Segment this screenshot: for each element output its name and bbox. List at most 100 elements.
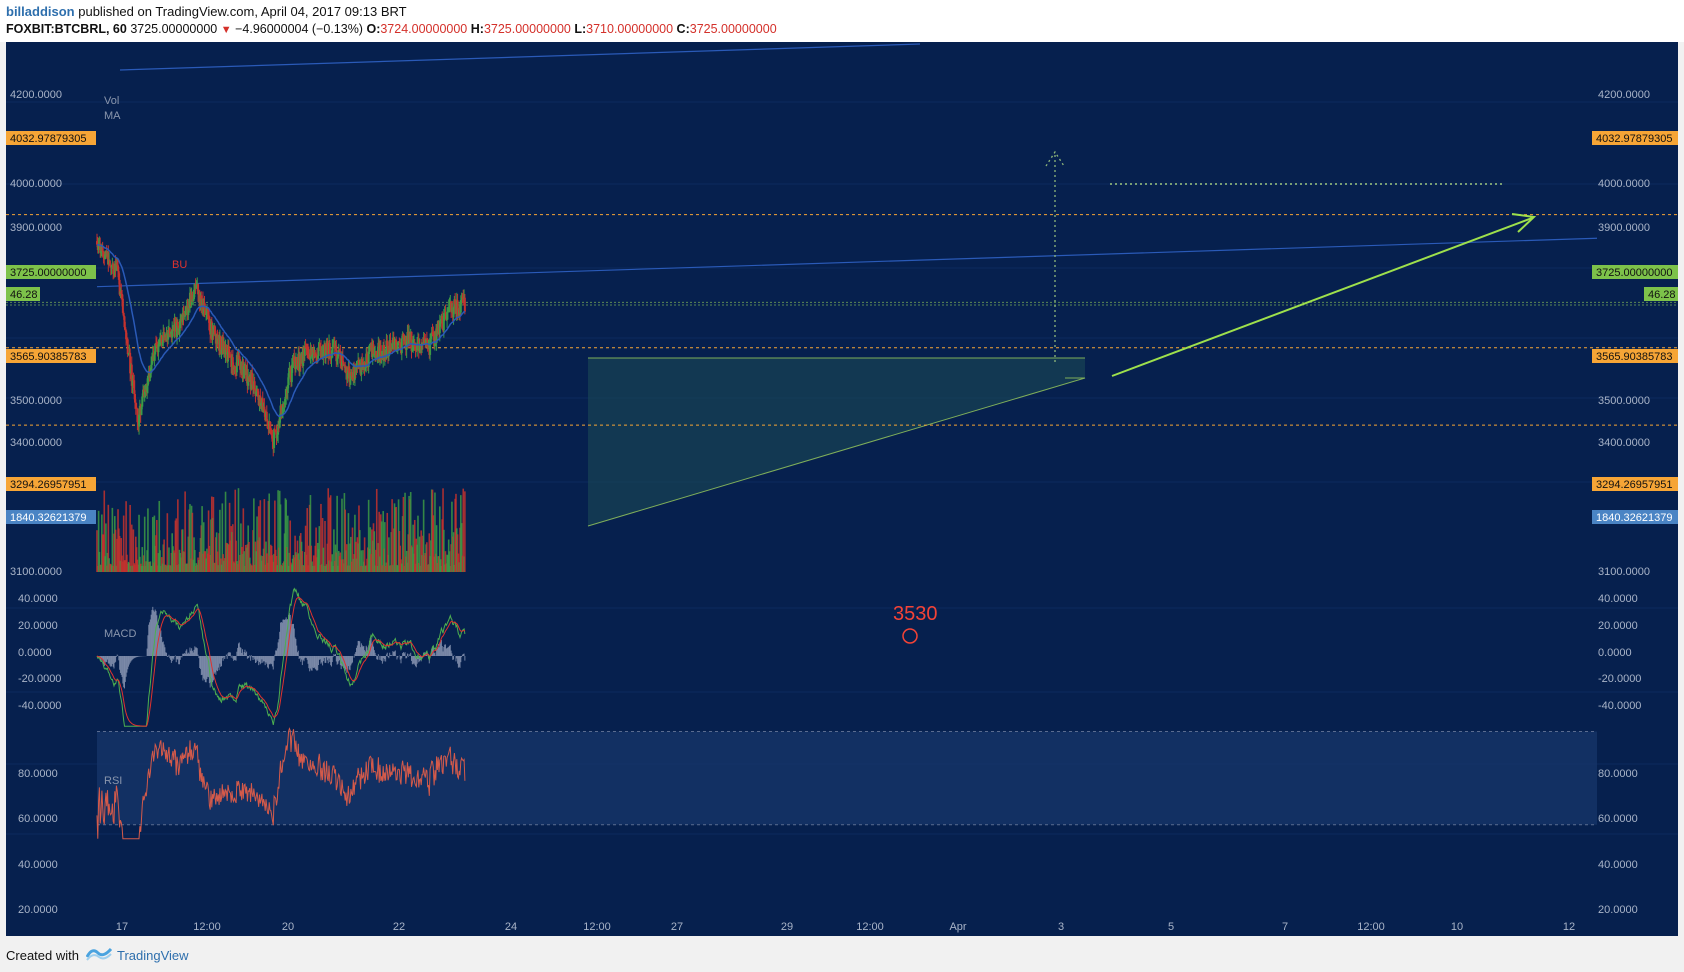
candle-body — [336, 353, 339, 359]
volume-bar — [167, 565, 169, 572]
volume-bar — [292, 555, 295, 572]
volume-bar — [260, 555, 262, 572]
volume-bar — [327, 488, 330, 572]
candle-body — [285, 390, 288, 397]
volume-bar — [191, 512, 194, 572]
volume-bar — [393, 503, 396, 572]
tradingview-logo-icon[interactable] — [86, 944, 112, 962]
candle-body — [399, 342, 402, 351]
candlesticks — [96, 233, 466, 457]
volume-bar — [136, 559, 139, 572]
candle-body — [255, 391, 258, 397]
volume-bar — [125, 501, 127, 572]
candle-body — [273, 429, 276, 431]
chart-canvas[interactable]: 3530 BU 4200.00004200.00004100.000000004… — [0, 42, 1684, 936]
volume-bar — [277, 490, 279, 572]
volume-bar — [429, 556, 431, 572]
candle-body — [349, 372, 352, 381]
volume-bar — [424, 553, 427, 572]
macd-tick-right: 20.0000 — [1598, 620, 1638, 632]
candle-body — [117, 271, 120, 280]
volume-bar — [378, 511, 380, 572]
high-key: H: — [470, 22, 484, 36]
price-tick-left: 3500.0000 — [10, 395, 62, 407]
volume-bar — [274, 549, 277, 572]
macd-tick-right: 0.0000 — [1598, 647, 1632, 659]
close-value: 3725.00000000 — [689, 22, 777, 36]
candle-body — [291, 361, 294, 366]
candle-body — [122, 312, 125, 317]
volume-bar — [460, 495, 462, 572]
volume-bar — [387, 554, 389, 572]
volume-bar — [447, 539, 450, 572]
created-with-label: Created with — [6, 948, 79, 963]
price-tag-right-text: 3725.00000000 — [1596, 267, 1672, 279]
volume-bar — [163, 539, 165, 572]
time-tick: 24 — [505, 921, 517, 933]
candle-body — [207, 311, 210, 317]
volume-bar — [97, 565, 99, 572]
candle-body — [348, 366, 351, 382]
volume-bar — [350, 561, 353, 572]
price-tag-left — [6, 265, 96, 279]
volume-bar — [381, 565, 384, 572]
volume-bar — [301, 551, 304, 572]
volume-bar — [352, 558, 355, 572]
volume-bar — [368, 548, 371, 572]
candle-body — [442, 312, 445, 331]
candle-body — [395, 350, 398, 352]
volume-bar — [382, 511, 385, 572]
volume-bar — [218, 533, 220, 572]
volume-bar — [222, 554, 224, 572]
volume-bar — [159, 550, 161, 572]
candle-body — [193, 289, 196, 300]
volume-bar — [269, 555, 271, 572]
volume-bar — [375, 549, 377, 572]
volume-bar — [105, 523, 107, 572]
volume-bar — [320, 564, 323, 572]
candle-body — [273, 429, 276, 448]
volume-bar — [412, 524, 414, 572]
candle-body — [370, 346, 373, 348]
rsi-tick-right: 20.0000 — [1598, 904, 1638, 916]
volume-bar — [286, 547, 288, 572]
candle-body — [108, 260, 111, 266]
volume-bar — [346, 544, 348, 572]
price-tag-right — [1592, 510, 1678, 524]
author-link[interactable]: billaddison — [6, 4, 75, 19]
volume-bar — [266, 562, 269, 572]
volume-bar — [430, 540, 432, 572]
volume-bar — [295, 552, 297, 572]
volume-bar — [345, 550, 347, 572]
volume-bar — [189, 558, 192, 572]
volume-bar — [372, 523, 375, 572]
volume-bar — [347, 513, 350, 572]
candle-body — [341, 355, 344, 363]
candle-body — [277, 426, 280, 435]
candle-body — [346, 372, 349, 379]
candle-body — [328, 342, 331, 356]
volume-bar — [411, 547, 414, 572]
candle-body — [287, 373, 290, 386]
candle-body — [121, 293, 124, 299]
volume-bar — [115, 565, 118, 572]
time-tick: 12:00 — [856, 921, 884, 933]
price-tick-right: 4200.0000 — [1598, 89, 1650, 101]
volume-bar — [118, 535, 121, 572]
price-tag-right-text: 4032.97879305 — [1596, 133, 1672, 145]
volume-bar — [278, 490, 281, 572]
tradingview-link[interactable]: TradingView — [117, 948, 189, 963]
volume-bar — [341, 498, 343, 572]
volume-bar — [189, 504, 191, 572]
candle-body — [204, 309, 207, 315]
volume-bar — [270, 544, 272, 572]
candle-body — [192, 299, 195, 301]
rsi-tick-right: 60.0000 — [1598, 813, 1638, 825]
volume-bar — [184, 491, 186, 572]
candle-body — [310, 349, 313, 357]
volume-bar — [181, 529, 184, 572]
candle-body — [396, 342, 399, 351]
volume-bar — [454, 498, 456, 572]
candle-body — [303, 347, 306, 356]
macd-highlight-circle — [902, 628, 918, 644]
